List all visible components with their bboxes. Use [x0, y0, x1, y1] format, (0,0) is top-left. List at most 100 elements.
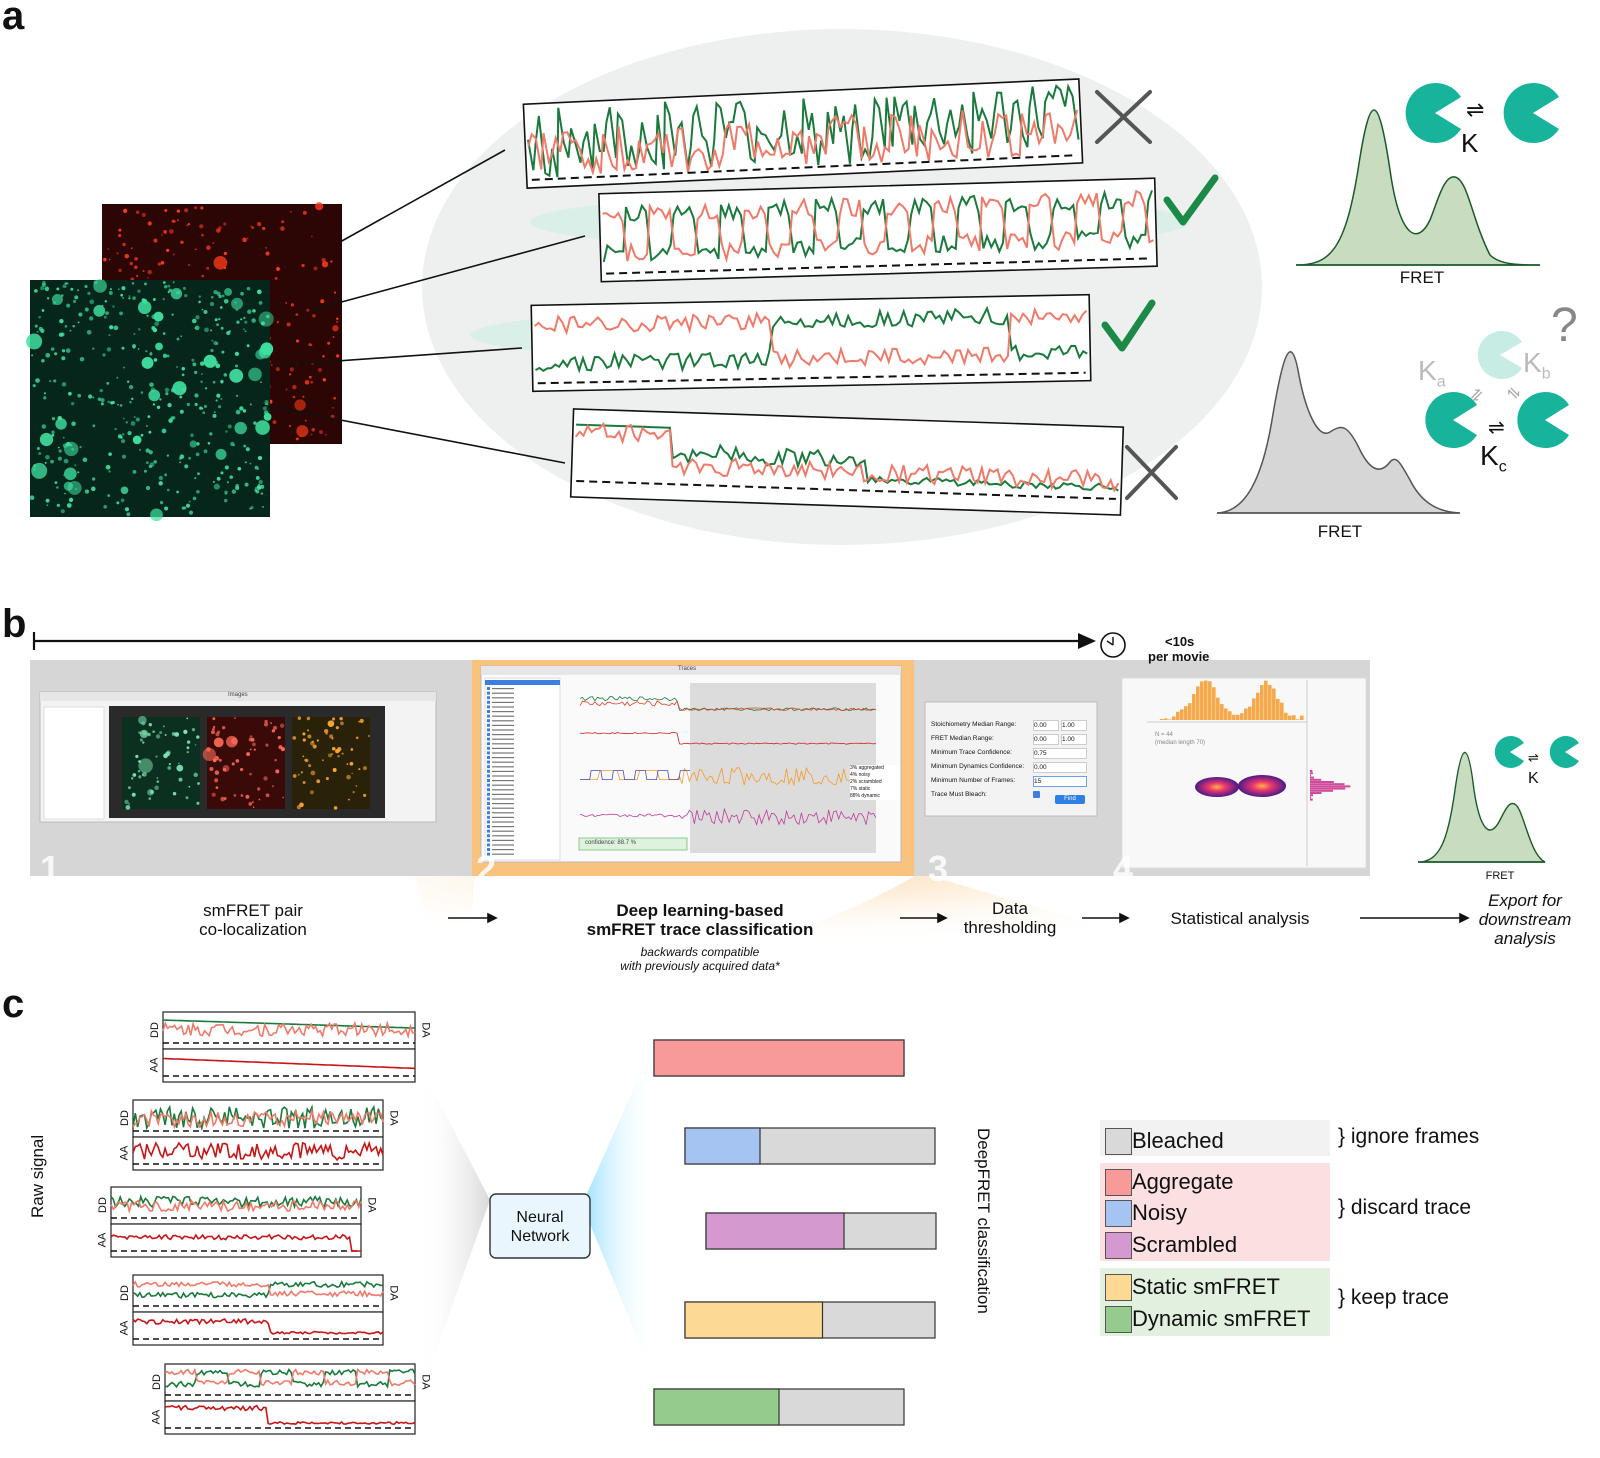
trace-legend: 3% aggregated 4% noisy 2% scrambled 7% s…: [850, 765, 900, 800]
group-ignore-frames: } ignore frames: [1338, 1125, 1480, 1148]
field-min-frames[interactable]: 15: [1033, 776, 1087, 787]
export-rate: K: [1528, 770, 1539, 787]
stats-n: N = 44: [1155, 732, 1173, 738]
channel-dd-label-5: DD: [150, 1374, 163, 1390]
legend-dynamic: 88% dynamic: [850, 793, 881, 799]
field-dynamics-confidence[interactable]: 0.00: [1033, 762, 1087, 773]
category-aggregate: Aggregate: [1132, 1169, 1234, 1194]
must-bleach-checkbox[interactable]: [1033, 791, 1040, 798]
bar-fill-1: [653, 1039, 905, 1077]
step-4-label: Statistical analysis: [1170, 909, 1310, 928]
trace-box-4: [569, 408, 1125, 516]
channel-dd-label-3: DD: [96, 1197, 109, 1213]
classification-axis-label: DeepFRET classification: [974, 1128, 993, 1314]
field-stoichiometry-min[interactable]: 0.00: [1033, 720, 1059, 731]
channel-aa-label-2: AA: [118, 1145, 131, 1161]
swatch-dynamic: [1105, 1306, 1132, 1333]
trace-box-3: [530, 293, 1092, 393]
rate-constant-kc: Kc: [1480, 440, 1507, 476]
step-1-label: smFRET pair co-localization: [199, 901, 307, 939]
field-stoichiometry-label: Stoichiometry Median Range:: [931, 721, 1017, 728]
fret-axis-label-bottom: FRET: [1317, 522, 1363, 541]
window-traces-title: Traces: [678, 666, 697, 672]
reject-mark-2: [1125, 445, 1178, 500]
panel-c-label: c: [2, 982, 25, 1026]
find-button-shape: [1055, 795, 1085, 804]
swatch-scrambled: [1105, 1232, 1132, 1259]
step-1-number: 1: [40, 848, 61, 889]
rate-constant-kb: Kb: [1523, 347, 1551, 383]
trace-confidence: confidence: 88.7 %: [585, 840, 637, 846]
legend-static: 7% static: [850, 786, 871, 792]
channel-da-label-3: DA: [365, 1197, 378, 1213]
kde-two-state: [1295, 109, 1541, 266]
field-stoichiometry-max[interactable]: 1.00: [1061, 720, 1087, 731]
field-fret-max[interactable]: 1.00: [1061, 734, 1087, 745]
panel-a-label: a: [2, 0, 25, 38]
threshold-form: Stoichiometry Median Range: 0.00 1.00 FRET…: [931, 718, 1091, 802]
find-button[interactable]: Find: [1064, 796, 1076, 802]
export-equilibrium: ⇌: [1528, 750, 1539, 765]
field-must-bleach-label: Trace Must Bleach:: [931, 791, 987, 798]
legend-aggregated: 3% aggregated: [850, 765, 884, 771]
swatch-noisy: [1105, 1200, 1132, 1227]
accept-mark-1: [1163, 174, 1219, 226]
kde-three-state: [1216, 351, 1461, 514]
channel-da-label-2: DA: [387, 1110, 400, 1126]
field-fret-min[interactable]: 0.00: [1033, 734, 1059, 745]
category-dynamic: Dynamic smFRET: [1132, 1306, 1311, 1331]
step-2-number: 2: [476, 848, 497, 889]
legend-noisy: 4% noisy: [850, 772, 871, 778]
accept-mark-2: [1101, 299, 1156, 352]
flow-arrows: [448, 912, 1470, 924]
step-3-label: Data thresholding: [963, 899, 1057, 937]
category-static: Static smFRET: [1132, 1274, 1280, 1299]
classification-bars: [653, 1039, 937, 1426]
stats-median: (median length 70): [1155, 740, 1206, 746]
green-channel-spots: [26, 279, 274, 522]
legend-scrambled: 2% scrambled: [850, 779, 882, 785]
equilibrium-arrows-top: ⇌: [1466, 97, 1485, 122]
bar-fill-5: [653, 1388, 780, 1426]
channel-da-label-4: DA: [387, 1285, 400, 1301]
category-scrambled: Scrambled: [1132, 1232, 1238, 1257]
window-stats: [1121, 677, 1367, 869]
channel-dd-label-1: DD: [148, 1022, 161, 1038]
timer-sublabel: per movie: [1148, 649, 1210, 664]
trace-connectors: [261, 149, 586, 464]
channel-aa-label-4: AA: [118, 1320, 131, 1336]
raw-signal-label: Raw signal: [28, 1134, 47, 1218]
window-images-title: Images: [228, 692, 248, 698]
rate-constant-ka: Ka: [1418, 355, 1446, 391]
trace-box-1: [522, 78, 1084, 189]
step-2-note: backwards compatible with previously acqu…: [620, 945, 780, 973]
channel-dd-label-2: DD: [118, 1110, 131, 1126]
field-fret-label: FRET Median Range:: [931, 735, 994, 742]
bar-fill-3: [705, 1212, 845, 1250]
pacman-icons: [1405, 83, 1579, 768]
export-label: Export for downstream analysis: [1478, 891, 1572, 948]
question-mark: ?: [1551, 299, 1578, 352]
swatch-bleached: [1105, 1128, 1132, 1155]
field-trace-confidence-label: Minimum Trace Confidence:: [931, 749, 1012, 756]
channel-da-label-5: DA: [419, 1374, 432, 1390]
field-dynamics-confidence-label: Minimum Dynamics Confidence:: [931, 763, 1025, 770]
swatch-static: [1105, 1274, 1132, 1301]
reject-mark-1: [1095, 90, 1152, 144]
panel-b-label: b: [2, 602, 27, 646]
field-min-frames-label: Minimum Number of Frames:: [931, 777, 1016, 784]
group-keep-trace: } keep trace: [1338, 1286, 1449, 1309]
neural-network-box: [489, 1193, 591, 1259]
channel-dd-label-4: DD: [118, 1285, 131, 1301]
bar-fill-2: [684, 1127, 761, 1165]
channel-aa-label-3: AA: [96, 1232, 109, 1248]
channel-aa-label-5: AA: [150, 1409, 163, 1425]
neural-network-label: Neural Network: [510, 1209, 570, 1245]
trace-box-2: [598, 177, 1158, 283]
step-2-label: Deep learning-based smFRET trace classifi…: [586, 901, 814, 939]
channel-aa-label-1: AA: [148, 1057, 161, 1073]
channel-da-label-1: DA: [419, 1022, 432, 1038]
field-trace-confidence[interactable]: 0.75: [1033, 748, 1087, 759]
bar-fill-4: [684, 1301, 824, 1339]
